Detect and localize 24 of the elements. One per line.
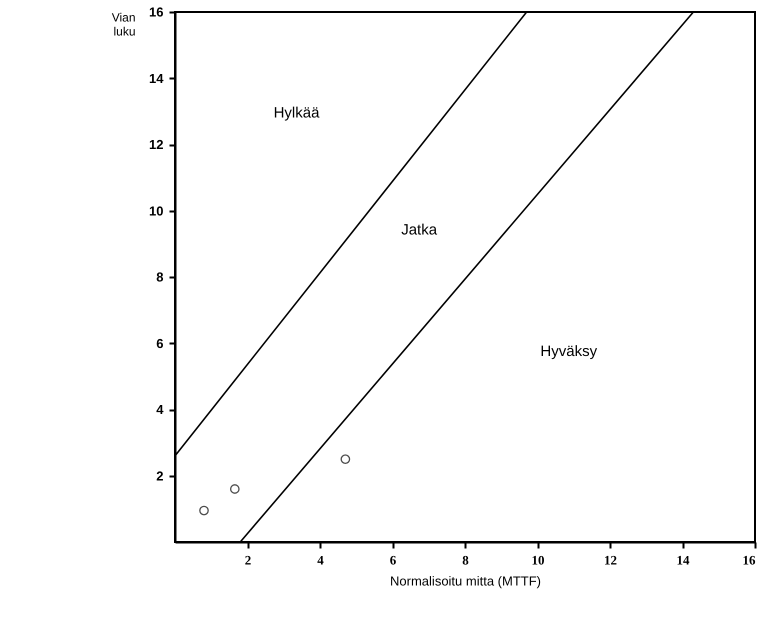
x-tick-label: 16: [742, 552, 756, 568]
x-tick-label: 2: [244, 552, 252, 568]
x-tick-label: 6: [390, 552, 397, 568]
y-tick-label: 4: [156, 402, 164, 417]
y-tick-label: 14: [149, 70, 164, 86]
x-tick-label: 8: [462, 552, 470, 568]
annotation: Hylkää: [274, 104, 320, 122]
point: [340, 454, 350, 464]
x-axis-title: Normalisoitu mitta (MTTF): [390, 574, 541, 588]
point: [230, 484, 240, 494]
y-tick-label: 16: [149, 4, 164, 20]
annotation: Hyväksy: [540, 343, 598, 360]
y-tick-label: 10: [149, 203, 164, 218]
x-tick-label: 4: [317, 552, 324, 568]
x-tick-label: 14: [676, 552, 690, 568]
annotation: Jatka: [401, 221, 438, 238]
y-tick-label: 8: [156, 270, 164, 284]
y-tick-label: 2: [156, 468, 164, 484]
point: [199, 506, 209, 516]
x-tick-label: 10: [532, 552, 544, 568]
y-tick-label: 12: [149, 137, 164, 152]
y-axis-title: Vian luku: [112, 10, 136, 38]
x-tick-label: 12: [604, 552, 617, 568]
y-tick-label: 6: [156, 336, 164, 351]
